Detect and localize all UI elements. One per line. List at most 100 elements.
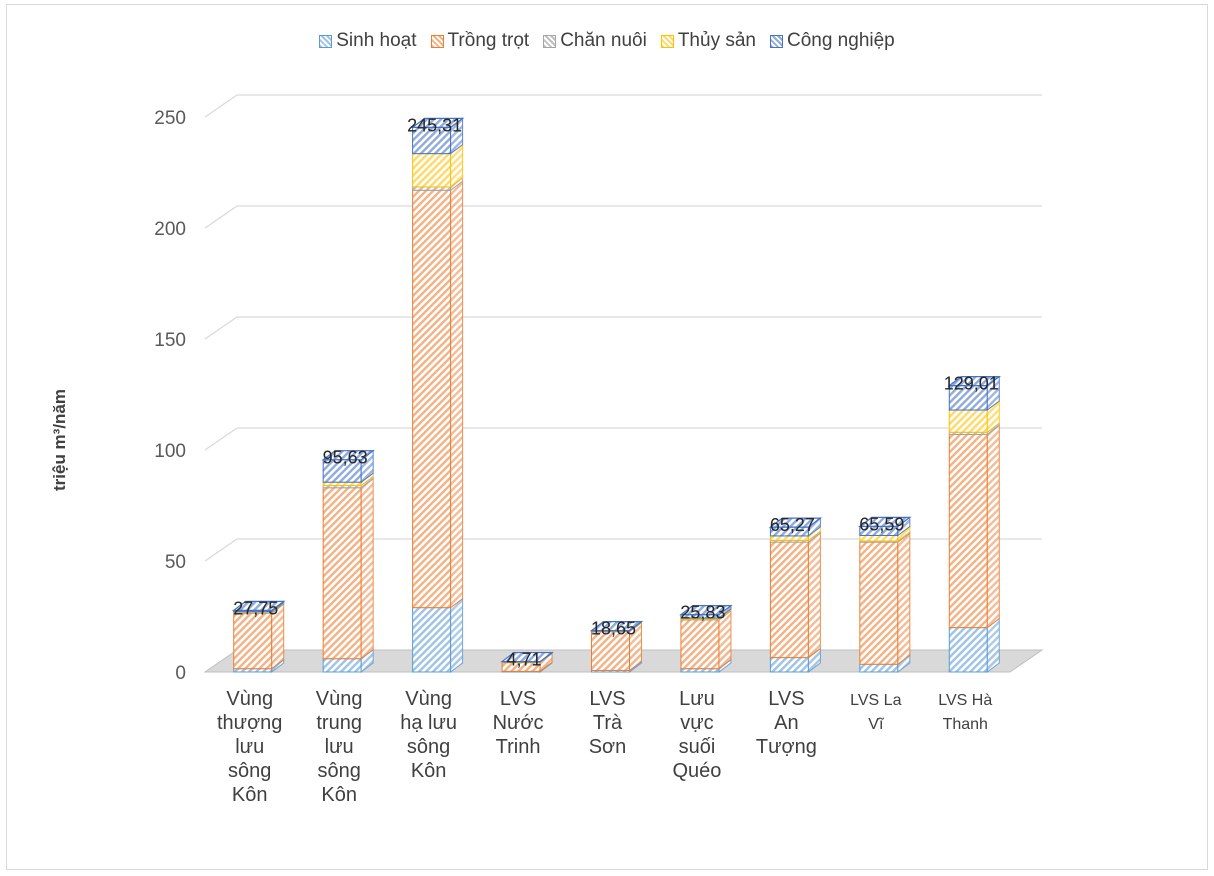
x-tick-label: An: [774, 712, 798, 734]
bar-top: [500, 651, 554, 663]
x-tick-label: hạ lưu: [400, 712, 457, 734]
y-tick-label: 200: [154, 219, 186, 240]
legend-swatch: [769, 34, 783, 48]
bar-segment: [859, 541, 899, 665]
data-label: 27,75: [233, 598, 278, 618]
x-tick-label: Sơn: [589, 736, 627, 758]
legend-item: Thủy sản: [660, 30, 756, 52]
bar-segment-side: [986, 424, 1000, 629]
data-label: 18,65: [591, 619, 636, 639]
x-tick-label: Kôn: [411, 760, 447, 782]
bar-top: [858, 516, 912, 527]
x-tick-label: Vùng: [405, 688, 452, 710]
x-tick-label: Vùng: [226, 688, 273, 710]
x-tick-label: Lưu: [679, 688, 715, 710]
gridline-depth: [204, 94, 238, 118]
bar-segment: [769, 657, 809, 673]
bar-segment: [948, 433, 988, 629]
x-tick-label: Vĩ: [868, 716, 885, 733]
bar-segment-side: [807, 532, 821, 659]
legend-swatch: [660, 34, 674, 48]
gridline-depth: [204, 538, 238, 562]
y-tick-label: 0: [175, 663, 186, 684]
x-tick-label: LVS: [768, 688, 804, 710]
y-tick-label: 50: [165, 552, 186, 573]
bar-segment-side: [450, 180, 464, 609]
bar-segment: [859, 663, 899, 673]
data-label: 65,59: [859, 514, 904, 534]
x-tick-label: Trinh: [496, 736, 541, 758]
bar-segment: [948, 409, 988, 433]
legend-label: Thủy sản: [677, 30, 756, 51]
gridline-depth: [204, 427, 238, 451]
gridline-depth: [204, 316, 238, 340]
legend-item: Công nghiệp: [769, 30, 895, 52]
legend-swatch: [543, 34, 557, 48]
x-tick-label: sông: [228, 760, 271, 782]
x-tick-label: Nước: [493, 712, 544, 734]
x-tick-label: LVS: [589, 688, 625, 710]
legend-item: Trồng trọt: [430, 30, 529, 52]
bar-segment-side: [450, 597, 464, 673]
x-tick-label: Trà: [593, 712, 623, 734]
x-tick-label: LVS La: [850, 692, 901, 709]
x-tick-label: Thanh: [943, 716, 988, 733]
bar-segment: [769, 541, 809, 659]
chart-frame: [6, 4, 1208, 870]
bar-segment: [322, 658, 362, 673]
bar-segment: [769, 535, 809, 541]
data-label: 129,01: [944, 374, 999, 394]
data-label: 4,71: [507, 650, 542, 670]
legend-swatch: [319, 34, 333, 48]
data-label: 25,83: [680, 603, 725, 623]
bar-segment: [948, 627, 988, 673]
bar-top: [947, 375, 1002, 387]
x-tick-label: trung: [316, 712, 362, 734]
bar-top: [410, 117, 465, 129]
y-tick-label: 250: [154, 108, 186, 129]
x-tick-label: sông: [317, 760, 360, 782]
x-tick-label: suối: [679, 736, 716, 758]
bar-top: [321, 450, 375, 461]
legend-label: Sinh hoạt: [336, 30, 417, 51]
x-tick-label: sông: [407, 736, 450, 758]
legend: Sinh hoạt Trồng trọt Chăn nuôi Thủy sản Công…: [0, 30, 1214, 52]
x-tick-label: Kôn: [321, 784, 357, 806]
x-tick-label: vực: [680, 712, 713, 734]
legend-label: Công nghiệp: [786, 30, 895, 51]
bar-segment: [322, 487, 362, 660]
x-tick-label: LVS Hà: [938, 692, 992, 709]
legend-item: Chăn nuôi: [543, 30, 647, 52]
x-tick-label: lưu: [325, 736, 354, 758]
bar-segment: [233, 612, 273, 670]
data-label: 65,27: [770, 515, 815, 535]
bar-segment: [680, 619, 720, 670]
y-tick-label: 150: [154, 330, 186, 351]
x-tick-label: Vùng: [316, 688, 363, 710]
bar-segment: [412, 189, 452, 609]
legend-label: Chăn nuôi: [560, 30, 647, 51]
data-label: 245,31: [407, 115, 462, 135]
bar-segment: [412, 607, 452, 673]
bar-top: [231, 600, 286, 611]
data-label: 95,63: [323, 448, 368, 468]
bar-top: [589, 620, 644, 632]
x-tick-label: Tượng: [756, 736, 817, 758]
bar-segment: [859, 534, 899, 542]
bar-top: [768, 517, 823, 528]
x-tick-label: Quéo: [672, 760, 721, 782]
bar-segment: [591, 631, 630, 671]
x-tick-label: lưu: [235, 736, 264, 758]
bar-segment-side: [360, 477, 374, 660]
x-tick-label: thượng: [217, 712, 282, 734]
gridline-depth: [204, 205, 238, 229]
bar-top: [679, 605, 733, 616]
y-tick-label: 100: [154, 441, 186, 462]
bar-segment: [412, 153, 452, 188]
x-tick-label: LVS: [500, 688, 536, 710]
legend-item: Sinh hoạt: [319, 30, 417, 52]
x-tick-label: Kôn: [232, 784, 268, 806]
bar-segment-side: [897, 532, 911, 666]
legend-swatch: [430, 34, 444, 48]
